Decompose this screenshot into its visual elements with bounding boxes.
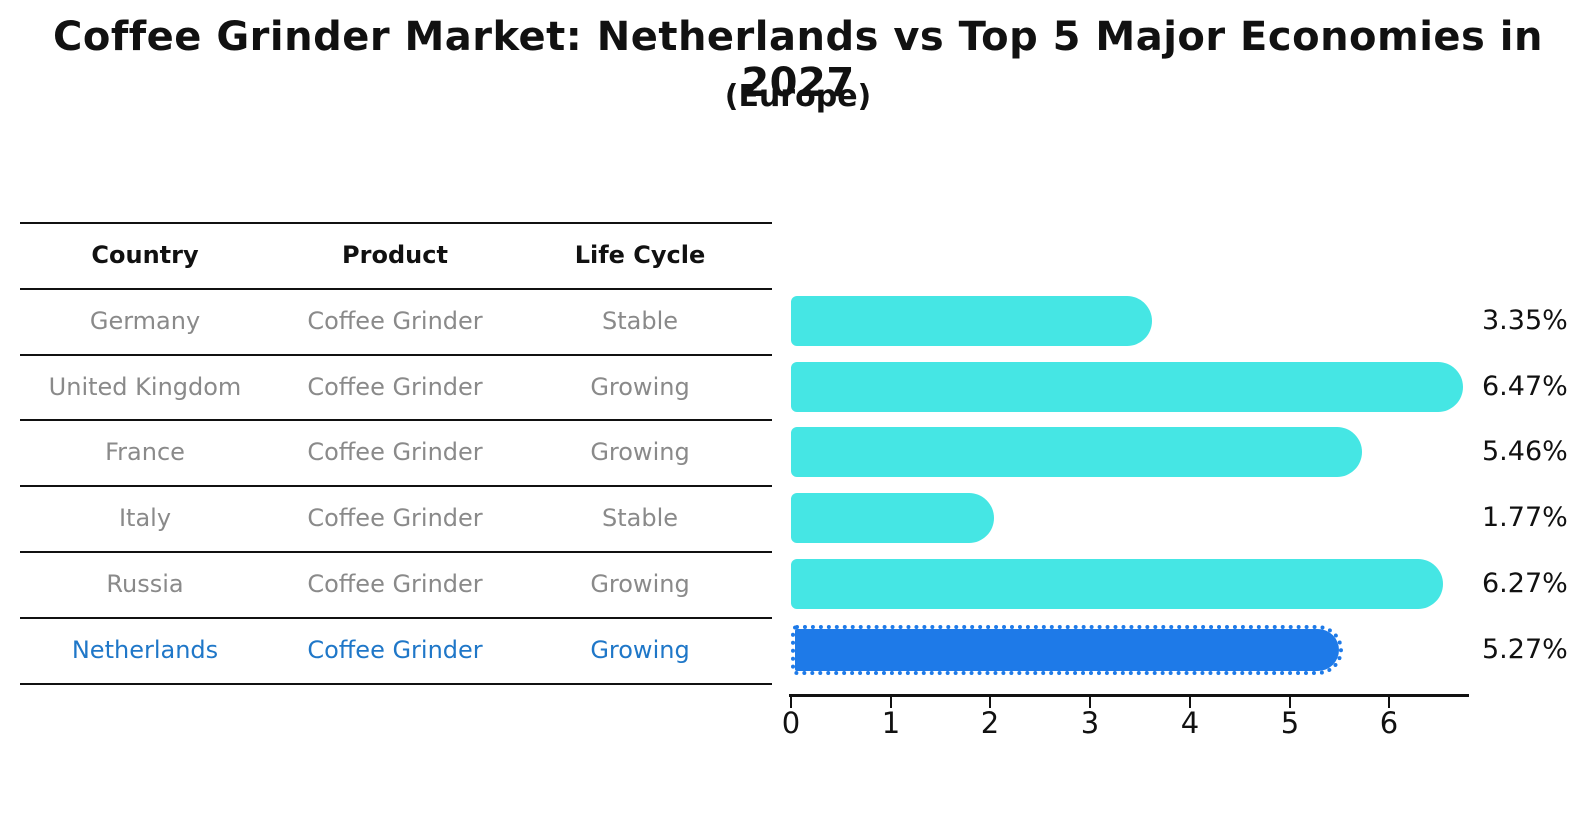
life-cycle-cell: Stable [601, 504, 679, 532]
x-tick [1388, 697, 1390, 708]
product-cell: Coffee Grinder [307, 570, 483, 598]
value-label: 1.77% [1482, 502, 1568, 533]
bar-france [791, 427, 1362, 477]
table-separator-line [20, 683, 772, 685]
country-cell: Germany [89, 307, 201, 335]
x-tick-label: 5 [1280, 706, 1300, 740]
product-cell: Coffee Grinder [307, 307, 483, 335]
life-cycle-cell: Stable [601, 307, 679, 335]
bar-italy [791, 493, 994, 543]
chart-subtitle: (Europe) [724, 79, 872, 114]
country-cell: Italy [118, 504, 172, 532]
value-label: 5.46% [1482, 436, 1568, 467]
bar-germany [791, 296, 1152, 346]
value-label: 6.47% [1482, 371, 1568, 402]
x-tick [890, 697, 892, 708]
x-tick-label: 3 [1080, 706, 1100, 740]
life-cycle-cell: Growing [590, 636, 690, 664]
x-tick [1289, 697, 1291, 708]
table-separator-line [20, 288, 772, 290]
x-tick [1189, 697, 1191, 708]
x-tick [1089, 697, 1091, 708]
column-header: Country [91, 241, 199, 269]
value-label: 3.35% [1482, 305, 1568, 336]
country-cell: Russia [106, 570, 184, 598]
table-separator-line [20, 354, 772, 356]
chart-title: Coffee Grinder Market: Netherlands vs To… [53, 14, 1543, 106]
x-tick-label: 1 [881, 706, 901, 740]
x-tick-label: 6 [1379, 706, 1399, 740]
table-separator-line [20, 419, 772, 421]
product-cell: Coffee Grinder [307, 438, 483, 466]
product-cell: Coffee Grinder [307, 504, 483, 532]
x-tick-label: 0 [781, 706, 801, 740]
product-cell: Coffee Grinder [307, 373, 483, 401]
bar-netherlands [791, 625, 1343, 675]
x-tick [989, 697, 991, 708]
bar-united-kingdom [791, 362, 1463, 412]
country-cell: Netherlands [71, 636, 219, 664]
country-cell: France [105, 438, 185, 466]
column-header: Life Cycle [574, 241, 706, 269]
life-cycle-cell: Growing [590, 373, 690, 401]
column-header: Product [342, 241, 448, 269]
table-separator-line [20, 485, 772, 487]
x-tick-label: 4 [1180, 706, 1200, 740]
country-cell: United Kingdom [48, 373, 242, 401]
x-tick [790, 697, 792, 708]
x-axis-line [789, 694, 1469, 697]
table-separator-line [20, 551, 772, 553]
table-separator-line [20, 617, 772, 619]
life-cycle-cell: Growing [590, 438, 690, 466]
value-label: 6.27% [1482, 568, 1568, 599]
bar-russia [791, 559, 1443, 609]
value-label: 5.27% [1482, 634, 1568, 665]
x-tick-label: 2 [980, 706, 1000, 740]
product-cell: Coffee Grinder [307, 636, 483, 664]
table-separator-line [20, 222, 772, 224]
life-cycle-cell: Growing [590, 570, 690, 598]
